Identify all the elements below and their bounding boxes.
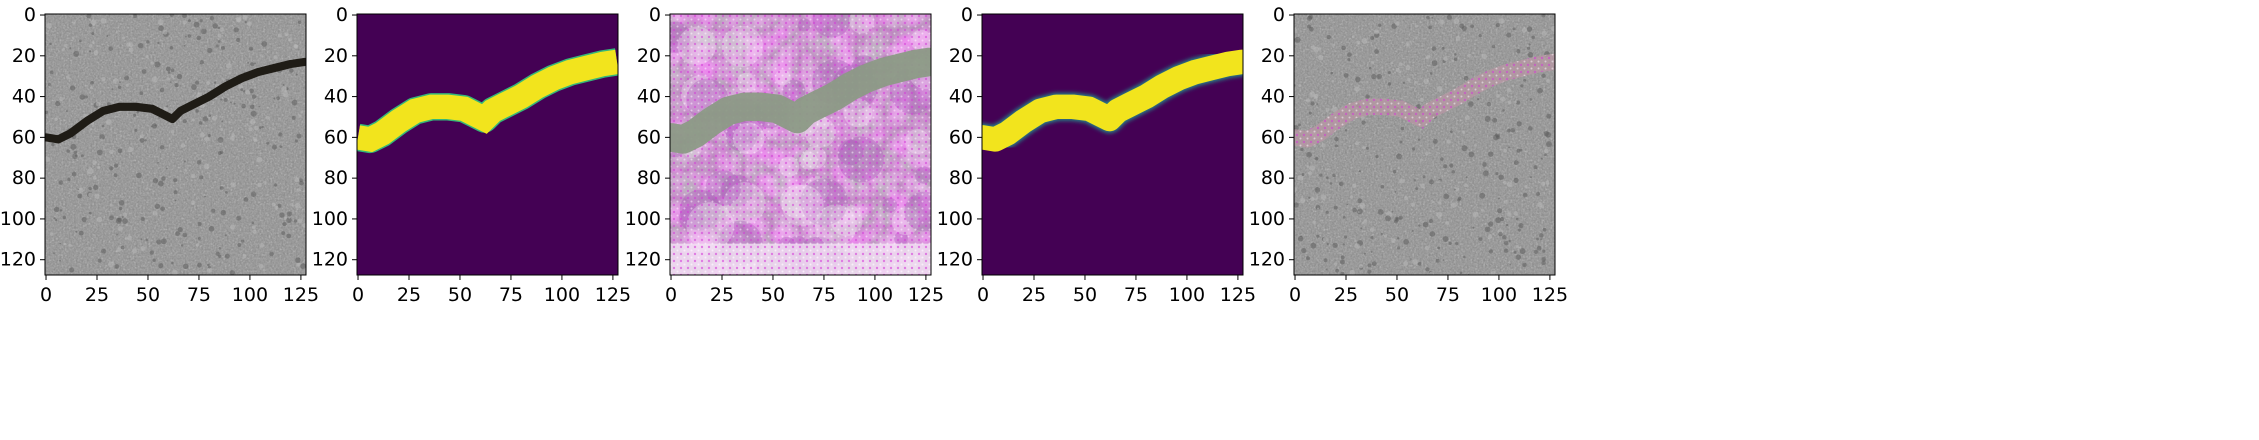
x-tick-label: 50	[761, 284, 785, 306]
x-tick-label: 25	[85, 284, 109, 306]
panel-input-photo: 0 25 50 75 100 125 0 20 40 60 80 100 120	[0, 4, 319, 306]
x-tick-label: 25	[710, 284, 734, 306]
y-tick-label: 40	[949, 86, 973, 108]
y-tick-label: 40	[637, 86, 661, 108]
y-tick-label: 100	[937, 208, 973, 230]
x-tick-label: 75	[1436, 284, 1460, 306]
axes-frame	[669, 13, 932, 276]
y-tick-label: 40	[324, 86, 348, 108]
y-tick-label: 0	[24, 4, 36, 26]
x-tick-label: 100	[1169, 284, 1205, 306]
y-tick-label: 0	[336, 4, 348, 26]
y-tick-label: 80	[949, 167, 973, 189]
image-ground-truth-mask	[357, 14, 618, 275]
y-tick-label: 20	[12, 45, 36, 67]
image-generated-texture	[670, 14, 931, 275]
x-tick-label: 125	[1532, 284, 1568, 306]
y-tick-label: 60	[12, 126, 36, 148]
y-tick-label: 0	[1273, 4, 1285, 26]
x-tick-label: 50	[1073, 284, 1097, 306]
y-tick-label: 80	[637, 167, 661, 189]
x-tick-label: 75	[499, 284, 523, 306]
y-tick-label: 120	[937, 249, 973, 271]
y-tick-label: 60	[1261, 126, 1285, 148]
x-tick-label: 0	[977, 284, 989, 306]
x-tick-label: 25	[1022, 284, 1046, 306]
x-tick-label: 50	[448, 284, 472, 306]
x-tick-label: 50	[136, 284, 160, 306]
y-tick-label: 20	[637, 45, 661, 67]
x-tick-label: 25	[397, 284, 421, 306]
y-tick-label: 60	[637, 126, 661, 148]
x-tick-label: 25	[1334, 284, 1358, 306]
panel-predicted-mask: 0 25 50 75 100 125 0 20 40 60 80 100 120	[937, 4, 1256, 306]
axes-frame	[356, 13, 619, 276]
image-input-photo	[45, 14, 306, 275]
axes-frame	[44, 13, 307, 276]
x-tick-label: 125	[283, 284, 319, 306]
axes-frame	[1293, 13, 1556, 276]
panel-generated-texture: 0 25 50 75 100 125 0 20 40 60 80 100 120	[625, 4, 944, 306]
y-tick-label: 100	[312, 208, 348, 230]
image-predicted-mask	[982, 14, 1243, 275]
y-tick-label: 0	[649, 4, 661, 26]
axes-frame	[981, 13, 1244, 276]
y-tick-label: 120	[1249, 249, 1285, 271]
x-tick-label: 100	[857, 284, 893, 306]
y-tick-label: 80	[1261, 167, 1285, 189]
x-tick-label: 125	[1220, 284, 1256, 306]
y-tick-label: 100	[625, 208, 661, 230]
y-tick-label: 120	[0, 249, 36, 271]
y-tick-label: 60	[324, 126, 348, 148]
y-tick-label: 20	[1261, 45, 1285, 67]
y-tick-label: 120	[625, 249, 661, 271]
y-tick-label: 100	[0, 208, 36, 230]
x-tick-label: 125	[595, 284, 631, 306]
x-tick-label: 75	[812, 284, 836, 306]
x-tick-label: 100	[232, 284, 268, 306]
panel-ground-truth-mask: 0 25 50 75 100 125 0 20 40 60 80 100 120	[312, 4, 631, 306]
x-tick-label: 75	[1124, 284, 1148, 306]
x-tick-label: 100	[544, 284, 580, 306]
y-tick-label: 60	[949, 126, 973, 148]
x-tick-label: 75	[187, 284, 211, 306]
x-tick-label: 0	[665, 284, 677, 306]
y-tick-label: 80	[12, 167, 36, 189]
y-tick-label: 80	[324, 167, 348, 189]
y-tick-label: 120	[312, 249, 348, 271]
x-tick-label: 0	[40, 284, 52, 306]
x-tick-label: 50	[1385, 284, 1409, 306]
y-tick-label: 100	[1249, 208, 1285, 230]
y-tick-label: 20	[949, 45, 973, 67]
panel-overlay-photo: 0 25 50 75 100 125 0 20 40 60 80 100 120	[1249, 4, 1568, 306]
y-tick-label: 0	[961, 4, 973, 26]
x-tick-label: 0	[1289, 284, 1301, 306]
image-overlay-photo	[1294, 14, 1555, 275]
x-tick-label: 125	[908, 284, 944, 306]
y-tick-label: 40	[12, 86, 36, 108]
x-tick-label: 0	[352, 284, 364, 306]
y-tick-label: 40	[1261, 86, 1285, 108]
y-tick-label: 20	[324, 45, 348, 67]
x-tick-label: 100	[1481, 284, 1517, 306]
